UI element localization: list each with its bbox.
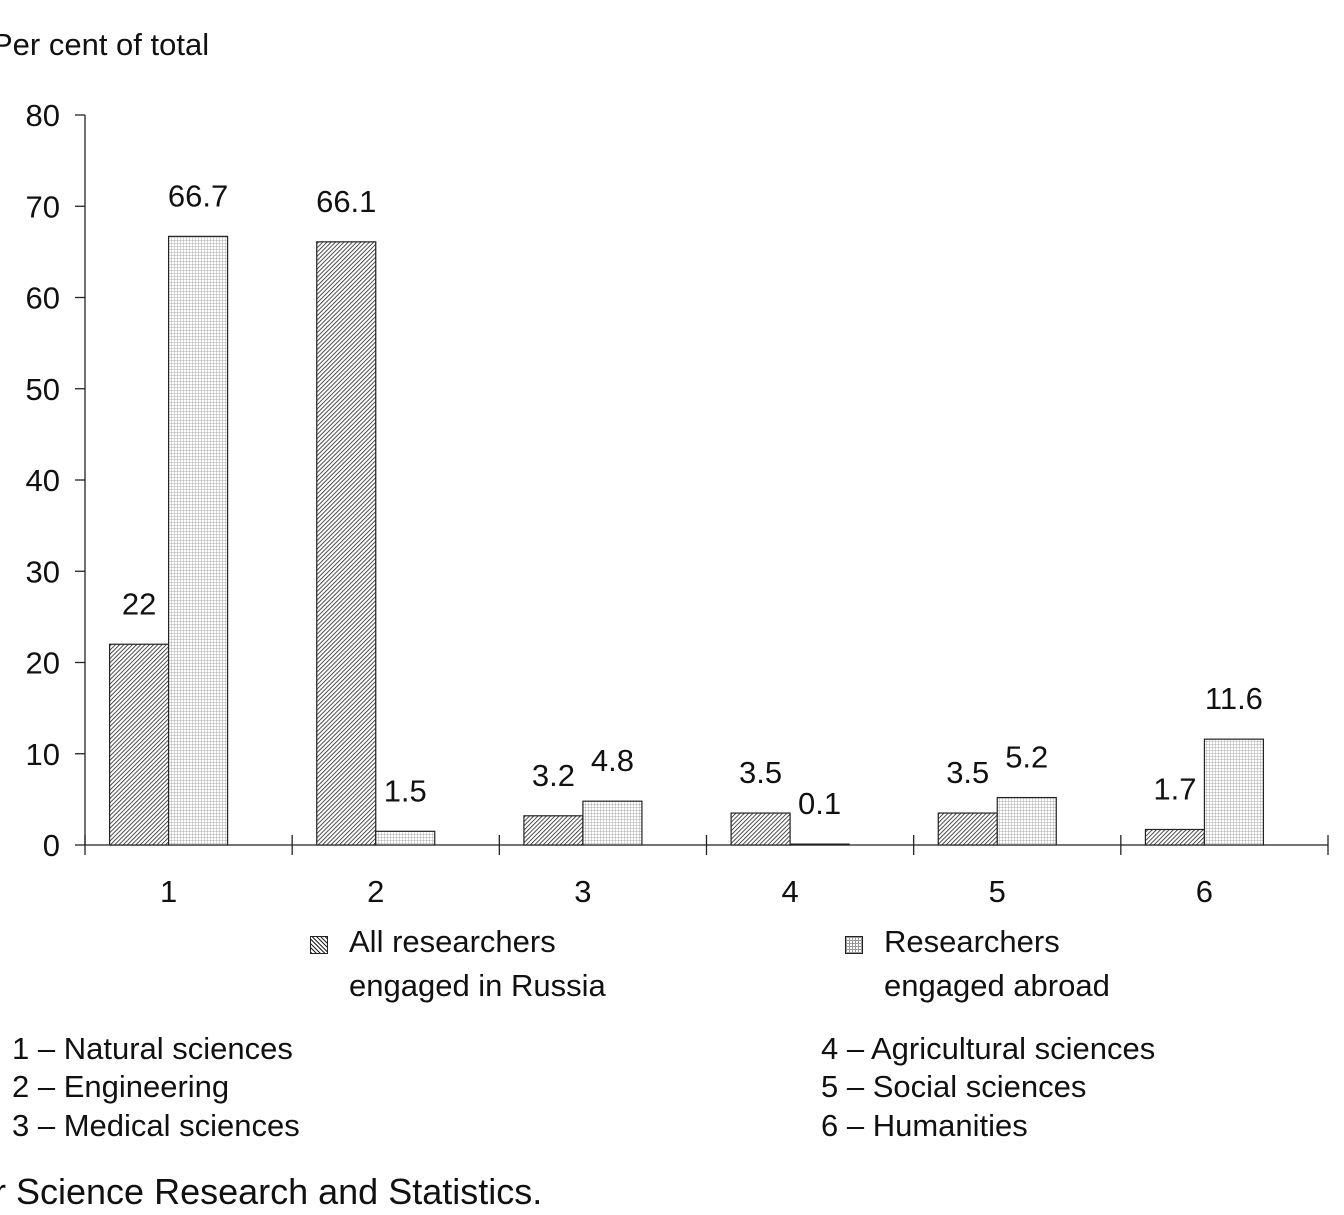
category-key-item-4: 4 – Agricultural sciences — [821, 1031, 1156, 1066]
y-tick-label: 70 — [26, 189, 60, 224]
x-tick-label: 1 — [160, 874, 177, 909]
y-tick-label: 0 — [43, 828, 60, 863]
bar-abroad-5 — [996, 796, 1057, 846]
category-key-item-6: 6 – Humanities — [821, 1108, 1028, 1143]
x-tick-label: 3 — [574, 874, 591, 909]
legend-label-russia-line2: engaged in Russia — [349, 968, 606, 1003]
legend-label-russia-line1: All researchers — [349, 924, 556, 959]
bar-label-russia-2: 66.1 — [316, 184, 376, 219]
y-axis-title: Per cent of total — [0, 27, 209, 62]
legend-swatch-abroad — [845, 936, 863, 954]
y-tick-label: 40 — [26, 463, 60, 498]
x-tick-label: 4 — [781, 874, 798, 909]
x-tick-label: 2 — [367, 874, 384, 909]
source-note: r Science Research and Statistics. — [0, 1171, 543, 1212]
bar-label-russia-5: 3.5 — [946, 755, 989, 790]
bar-label-abroad-4: 0.1 — [798, 786, 841, 821]
y-tick-label: 80 — [26, 98, 60, 133]
y-tick-label: 10 — [26, 737, 60, 772]
y-axis-ticks: 0 10 20 30 40 50 60 70 80 — [26, 98, 85, 863]
y-tick-label: 60 — [26, 281, 60, 316]
category-key-item-1: 1 – Natural sciences — [12, 1031, 293, 1066]
y-tick-label: 20 — [26, 646, 60, 681]
bar-label-russia-1: 22 — [122, 586, 156, 621]
bar-label-abroad-5: 5.2 — [1005, 740, 1048, 775]
bar-label-russia-4: 3.5 — [739, 755, 782, 790]
x-tick-label: 5 — [989, 874, 1006, 909]
bar-russia-6 — [1144, 828, 1206, 846]
axes — [84, 115, 1328, 846]
bar-label-abroad-2: 1.5 — [384, 773, 427, 808]
bar-russia-3 — [523, 815, 584, 846]
bar-abroad-4 — [789, 843, 850, 846]
bars — [108, 235, 1265, 846]
bar-russia-2 — [316, 241, 377, 846]
bar-russia-5 — [937, 812, 998, 846]
bar-data-labels: 22 66.7 66.1 1.5 3.2 4.8 3.5 0.1 3.5 5.2 1.7 11.6 — [122, 178, 1263, 821]
legend-swatch-russia — [310, 936, 328, 954]
category-key-item-5: 5 – Social sciences — [821, 1069, 1087, 1104]
y-tick-label: 30 — [26, 554, 60, 589]
category-key-item-2: 2 – Engineering — [12, 1069, 230, 1104]
bar-abroad-2 — [375, 830, 436, 846]
legend-label-abroad-line1: Researchers — [884, 924, 1060, 959]
bar-label-russia-6: 1.7 — [1153, 771, 1196, 806]
bar-abroad-6 — [1203, 738, 1265, 846]
bar-label-abroad-6: 11.6 — [1205, 681, 1263, 716]
bar-abroad-3 — [582, 800, 643, 846]
bar-label-abroad-1: 66.7 — [168, 178, 228, 213]
bar-abroad-1 — [167, 235, 229, 846]
category-key-item-3: 3 – Medical sciences — [12, 1108, 300, 1143]
bar-russia-1 — [108, 643, 170, 846]
bar-label-abroad-3: 4.8 — [591, 743, 634, 778]
bar-label-russia-3: 3.2 — [532, 758, 575, 793]
bar-russia-4 — [730, 812, 791, 846]
y-tick-label: 50 — [26, 372, 60, 407]
legend-label-abroad-line2: engaged abroad — [884, 968, 1110, 1003]
x-tick-label: 6 — [1196, 874, 1213, 909]
x-axis-ticks: 1 2 3 4 5 6 — [84, 835, 1329, 909]
